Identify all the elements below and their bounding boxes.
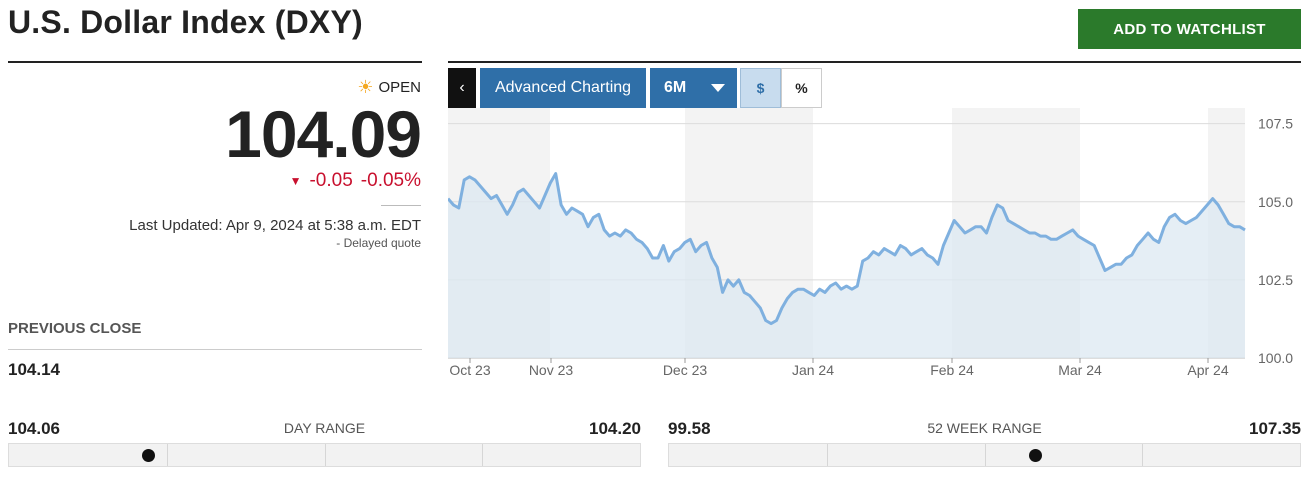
x-tick-label: Feb 24	[930, 362, 974, 378]
divider	[381, 205, 421, 206]
chevron-down-icon	[711, 84, 725, 92]
y-tick-label: 105.0	[1258, 194, 1293, 210]
week52-range-marker	[1028, 449, 1042, 462]
y-tick-label: 100.0	[1258, 350, 1293, 366]
market-status-label: OPEN	[378, 78, 421, 96]
price-change: ▼ -0.05 -0.05%	[290, 170, 421, 192]
y-tick-label: 102.5	[1258, 272, 1293, 288]
x-tick-label: Dec 23	[663, 362, 708, 378]
week52-range-high: 107.35	[1249, 419, 1301, 438]
sun-icon: ☀	[357, 77, 374, 97]
x-tick-label: Apr 24	[1187, 362, 1228, 378]
day-range-label: DAY RANGE	[283, 420, 366, 436]
last-updated: Last Updated: Apr 9, 2024 at 5:38 a.m. E…	[129, 217, 421, 234]
day-range-marker	[141, 449, 155, 462]
day-range-low: 104.06	[8, 419, 60, 438]
divider	[8, 349, 422, 350]
day-range-high: 104.20	[589, 419, 641, 438]
divider	[8, 61, 422, 63]
time-range-dropdown[interactable]: 6M	[650, 68, 737, 108]
week52-range-low: 99.58	[668, 419, 711, 438]
add-to-watchlist-button[interactable]: ADD TO WATCHLIST	[1078, 9, 1301, 49]
previous-close-value: 104.14	[8, 360, 60, 379]
price-chart[interactable]: 107.5 105.0 102.5 100.0 Oct 23 Nov 23 Dec 23 J…	[448, 62, 1306, 380]
week52-range: 99.58 52 WEEK RANGE 107.35	[668, 419, 1301, 469]
collapse-chart-button[interactable]: ‹	[448, 68, 476, 108]
market-status: ☀ OPEN	[357, 78, 421, 96]
change-percent: -0.05%	[360, 170, 421, 191]
chart-price-line	[448, 172, 1246, 326]
week52-range-label: 52 WEEK RANGE	[927, 420, 1042, 436]
chart-area-fill	[448, 173, 1245, 358]
week52-range-bar	[668, 443, 1301, 467]
day-range: 104.06 DAY RANGE 104.20	[8, 419, 641, 469]
x-tick-label: Oct 23	[449, 362, 490, 378]
advanced-charting-button[interactable]: Advanced Charting	[480, 68, 646, 108]
percent-toggle[interactable]: %	[781, 68, 822, 108]
divider	[448, 61, 1301, 63]
y-tick-label: 107.5	[1258, 116, 1293, 132]
change-value: -0.05	[309, 170, 353, 191]
time-range-value: 6M	[664, 79, 687, 96]
page-title: U.S. Dollar Index (DXY)	[8, 4, 363, 40]
x-tick-label: Nov 23	[529, 362, 574, 378]
previous-close-label: PREVIOUS CLOSE	[8, 320, 142, 337]
dollar-toggle[interactable]: $	[740, 68, 781, 108]
last-price: 104.09	[225, 97, 422, 171]
delayed-quote-note: - Delayed quote	[336, 236, 421, 250]
down-arrow-icon: ▼	[289, 174, 302, 188]
day-range-bar	[8, 443, 641, 467]
x-tick-label: Jan 24	[792, 362, 834, 378]
x-tick-label: Mar 24	[1058, 362, 1102, 378]
